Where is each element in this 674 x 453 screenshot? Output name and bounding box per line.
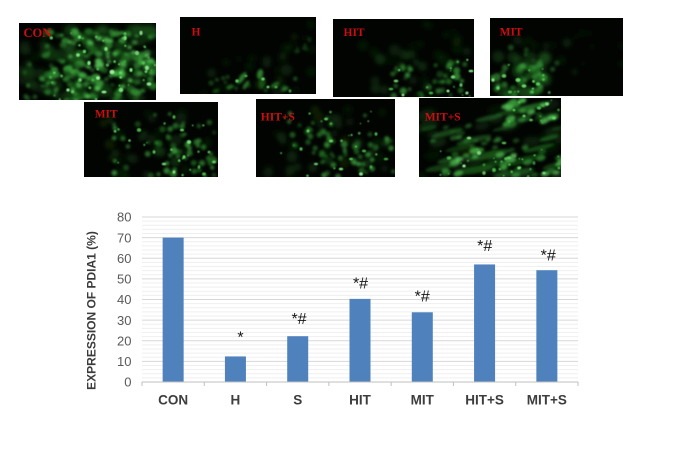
svg-text:80: 80 <box>117 210 131 225</box>
svg-text:*#: *# <box>541 248 556 265</box>
svg-text:10: 10 <box>117 354 131 369</box>
svg-text:HIT+S: HIT+S <box>465 393 504 408</box>
svg-text:HIT: HIT <box>344 27 365 39</box>
svg-text:H: H <box>192 27 201 39</box>
svg-text:MIT: MIT <box>411 393 435 408</box>
svg-text:30: 30 <box>117 313 131 328</box>
svg-text:CON: CON <box>24 26 52 40</box>
svg-text:70: 70 <box>117 230 131 245</box>
svg-text:MIT+S: MIT+S <box>527 393 567 408</box>
svg-text:40: 40 <box>117 292 131 307</box>
svg-text:HIT: HIT <box>349 393 372 408</box>
svg-text:50: 50 <box>117 272 131 287</box>
svg-text:MIT: MIT <box>95 109 118 121</box>
svg-text:EXPRESSION OF PDIA1 (%): EXPRESSION OF PDIA1 (%) <box>85 231 99 390</box>
svg-text:MIT: MIT <box>500 26 523 38</box>
svg-text:*#: *# <box>291 311 306 328</box>
svg-text:20: 20 <box>117 333 131 348</box>
svg-text:60: 60 <box>117 251 131 266</box>
svg-text:*#: *# <box>353 276 368 293</box>
svg-text:HIT+S: HIT+S <box>261 111 295 123</box>
svg-text:S: S <box>293 393 302 408</box>
svg-text:*#: *# <box>477 238 492 255</box>
svg-text:H: H <box>231 393 241 408</box>
svg-text:MIT+S: MIT+S <box>425 111 461 123</box>
svg-text:0: 0 <box>124 375 131 390</box>
svg-text:*: * <box>237 330 243 347</box>
svg-text:*#: *# <box>415 289 430 306</box>
svg-text:CON: CON <box>158 393 188 408</box>
